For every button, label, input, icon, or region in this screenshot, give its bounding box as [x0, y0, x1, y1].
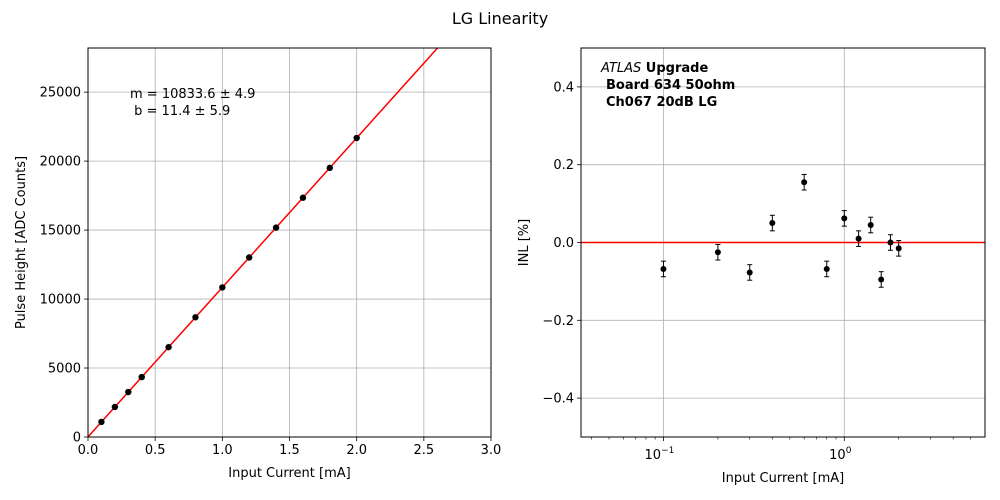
data-point [714, 249, 721, 256]
left-y-axis-label: Pulse Height [ADC Counts] [14, 156, 29, 329]
data-point [125, 388, 132, 396]
inl-point [769, 214, 776, 232]
left-y-tick-label: 0 [73, 431, 81, 446]
inl-point [887, 234, 894, 251]
left-fit-line [87, 47, 439, 438]
right-x-tick-label: 100 [829, 446, 852, 463]
data-point [246, 254, 253, 261]
left-x-tick-label: 1.5 [279, 443, 300, 458]
inl-point [895, 240, 902, 257]
data-point [219, 284, 226, 291]
upgrade-word: Upgrade [641, 61, 708, 76]
inl-point [714, 243, 721, 261]
left-x-tick-label: 2.5 [413, 443, 434, 458]
right-y-tick-label: 0.2 [553, 158, 574, 173]
right-y-tick-label: −0.4 [542, 392, 574, 407]
data-point [165, 343, 172, 351]
left-x-tick-label: 1.0 [212, 443, 233, 458]
right-y-tick-label: −0.2 [542, 314, 574, 329]
left-x-tick-label: 2.0 [346, 443, 367, 458]
data-point [299, 194, 307, 201]
data-point [111, 403, 119, 411]
inl-point [867, 216, 874, 234]
fit-line [87, 47, 439, 438]
data-point [326, 164, 333, 172]
left-x-ticks: 0.0 0.5 1.0 1.5 2.0 2.5 3.0 [78, 437, 502, 458]
left-data-points [98, 134, 360, 426]
left-y-tick-label: 5000 [48, 362, 81, 377]
data-point [769, 220, 776, 227]
data-point [746, 269, 753, 276]
data-point [855, 235, 862, 242]
left-x-tick-label: 0.5 [145, 443, 166, 458]
right-y-tick-label: 0.4 [553, 80, 574, 95]
right-x-axis-label: Input Current [mA] [722, 471, 844, 486]
data-point [801, 179, 808, 186]
inl-point [746, 264, 753, 281]
right-y-tick-label: 0.0 [553, 236, 574, 251]
left-y-tick-label: 10000 [40, 293, 81, 308]
data-point [887, 239, 894, 246]
left-x-axis-label: Input Current [mA] [228, 466, 350, 481]
data-point [353, 134, 360, 142]
inl-point [841, 210, 848, 227]
left-x-tick-label: 0.0 [78, 443, 99, 458]
figure-title: LG Linearity [452, 9, 548, 28]
data-point [895, 245, 902, 252]
left-y-tick-label: 20000 [40, 155, 81, 170]
inl-point [823, 260, 830, 278]
right-y-axis-label: INL [%] [517, 219, 532, 266]
data-point [867, 221, 874, 228]
linearity-chart: 0.0 0.5 1.0 1.5 2.0 2.5 3.0 0 5000 10000 15000 200… [14, 47, 502, 481]
channel-label: Ch067 20dB LG [606, 95, 717, 110]
right-x-tick-label: 10−1 [645, 446, 675, 463]
left-y-tick-label: 25000 [40, 86, 81, 101]
data-point [192, 314, 199, 321]
inl-chart: 10−1 100 −0.4 −0.2 0.0 0.2 0.4 Input Current … [517, 47, 986, 486]
right-y-ticks: −0.4 −0.2 0.0 0.2 0.4 [542, 80, 581, 407]
fit-annotation-intercept: b = 11.4 ± 5.9 [130, 104, 230, 119]
right-data-points [660, 173, 902, 288]
data-point [823, 265, 830, 272]
atlas-label: ATLAS Upgrade [600, 61, 708, 76]
left-x-tick-label: 3.0 [481, 443, 502, 458]
data-point [841, 215, 848, 222]
data-point [98, 418, 105, 426]
data-point [660, 265, 667, 272]
inl-point [660, 260, 667, 278]
data-point [272, 224, 280, 231]
fit-annotation-slope: m = 10833.6 ± 4.9 [130, 87, 255, 102]
atlas-word: ATLAS [600, 61, 641, 76]
left-y-tick-label: 15000 [40, 224, 81, 239]
data-point [878, 276, 885, 283]
right-x-ticks: 10−1 100 [591, 437, 971, 463]
left-grid [87, 48, 492, 438]
data-point [138, 373, 145, 381]
inl-point [801, 173, 808, 191]
left-y-ticks: 0 5000 10000 15000 20000 25000 [40, 86, 88, 446]
board-label: Board 634 50ohm [606, 78, 735, 93]
inl-point [855, 230, 862, 247]
inl-point [878, 271, 885, 288]
